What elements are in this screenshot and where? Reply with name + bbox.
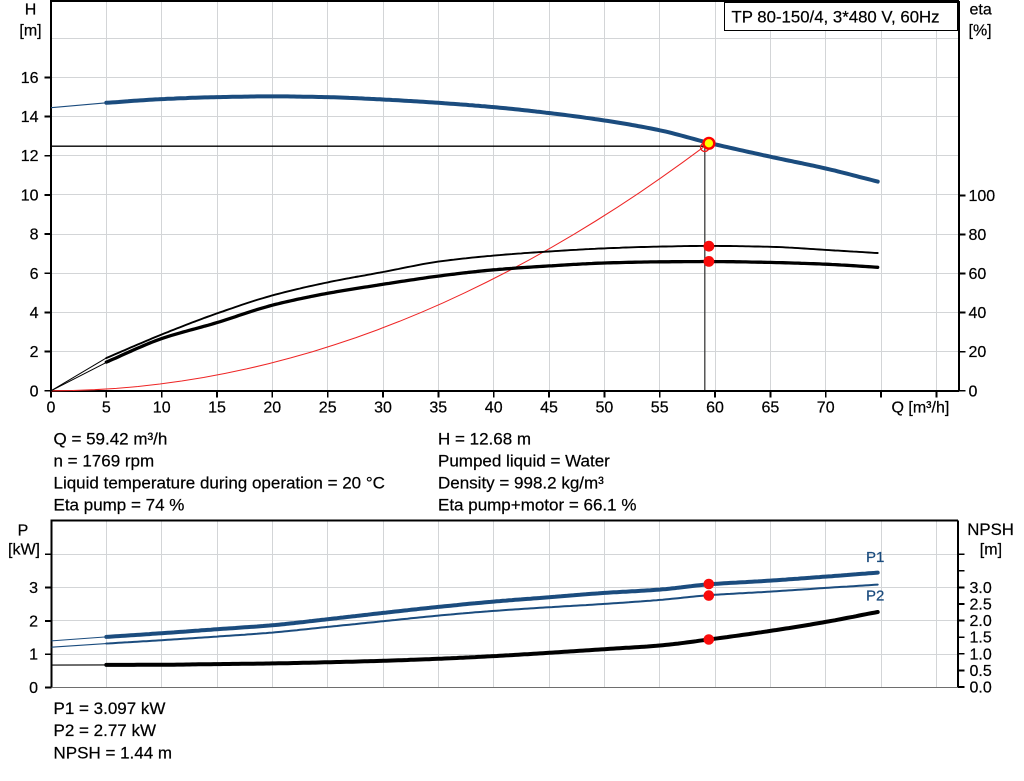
svg-text:2: 2 (30, 344, 39, 361)
svg-text:60: 60 (706, 400, 724, 417)
svg-text:Eta pump = 74 %: Eta pump = 74 % (54, 496, 185, 515)
svg-text:n = 1769 rpm: n = 1769 rpm (54, 452, 155, 471)
svg-text:0: 0 (47, 400, 56, 417)
svg-text:65: 65 (762, 400, 780, 417)
svg-text:25: 25 (319, 400, 337, 417)
svg-text:10: 10 (21, 187, 39, 204)
svg-text:40: 40 (969, 305, 987, 322)
svg-text:[m]: [m] (980, 542, 1002, 559)
svg-text:H = 12.68 m: H = 12.68 m (438, 430, 531, 449)
svg-text:20: 20 (969, 344, 987, 361)
svg-text:40: 40 (485, 400, 503, 417)
svg-text:0.0: 0.0 (970, 680, 992, 697)
svg-text:6: 6 (30, 266, 39, 283)
svg-text:[kW]: [kW] (8, 542, 40, 559)
svg-text:8: 8 (30, 227, 39, 244)
svg-text:P1 = 3.097 kW: P1 = 3.097 kW (54, 699, 166, 718)
svg-text:P: P (18, 523, 29, 540)
svg-text:2.0: 2.0 (970, 613, 992, 630)
svg-text:5: 5 (102, 400, 111, 417)
svg-text:0: 0 (30, 383, 39, 400)
svg-text:1.0: 1.0 (970, 646, 992, 663)
svg-text:12: 12 (21, 148, 39, 165)
svg-text:Eta pump+motor = 66.1 %: Eta pump+motor = 66.1 % (438, 496, 636, 515)
svg-text:14: 14 (21, 109, 39, 126)
svg-text:P1: P1 (866, 549, 884, 566)
svg-text:30: 30 (374, 400, 392, 417)
svg-text:P2: P2 (866, 588, 884, 605)
svg-text:3: 3 (29, 580, 38, 597)
svg-text:35: 35 (429, 400, 447, 417)
svg-text:15: 15 (208, 400, 226, 417)
svg-text:4: 4 (30, 305, 39, 322)
svg-text:45: 45 (540, 400, 558, 417)
svg-text:1.5: 1.5 (970, 630, 992, 647)
svg-text:Pumped liquid = Water: Pumped liquid = Water (438, 452, 610, 471)
svg-text:Q [m³/h]: Q [m³/h] (892, 400, 950, 417)
svg-text:2.5: 2.5 (970, 597, 992, 614)
svg-text:80: 80 (969, 227, 987, 244)
svg-text:16: 16 (21, 70, 39, 87)
svg-text:TP 80-150/4, 3*480 V, 60Hz: TP 80-150/4, 3*480 V, 60Hz (732, 7, 940, 26)
svg-text:Density = 998.2 kg/m³: Density = 998.2 kg/m³ (438, 474, 604, 493)
svg-text:3.0: 3.0 (970, 580, 992, 597)
svg-text:[%]: [%] (969, 23, 992, 40)
svg-text:eta: eta (970, 2, 992, 19)
svg-text:0: 0 (969, 383, 978, 400)
svg-text:10: 10 (153, 400, 171, 417)
svg-text:Q = 59.42 m³/h: Q = 59.42 m³/h (54, 430, 168, 449)
svg-text:P2 = 2.77 kW: P2 = 2.77 kW (54, 721, 157, 740)
svg-text:55: 55 (651, 400, 669, 417)
svg-text:0: 0 (29, 680, 38, 697)
svg-text:2: 2 (29, 613, 38, 630)
svg-text:20: 20 (263, 400, 281, 417)
svg-text:60: 60 (969, 266, 987, 283)
svg-text:H: H (25, 2, 37, 19)
svg-text:NPSH: NPSH (967, 520, 1014, 539)
svg-text:1: 1 (29, 647, 38, 664)
svg-text:[m]: [m] (19, 23, 41, 40)
svg-text:Liquid temperature during oper: Liquid temperature during operation = 20… (54, 474, 385, 493)
svg-text:0.5: 0.5 (970, 663, 992, 680)
svg-text:100: 100 (969, 188, 996, 205)
svg-text:70: 70 (817, 400, 835, 417)
svg-text:50: 50 (596, 400, 614, 417)
svg-text:NPSH = 1.44 m: NPSH = 1.44 m (54, 743, 173, 762)
